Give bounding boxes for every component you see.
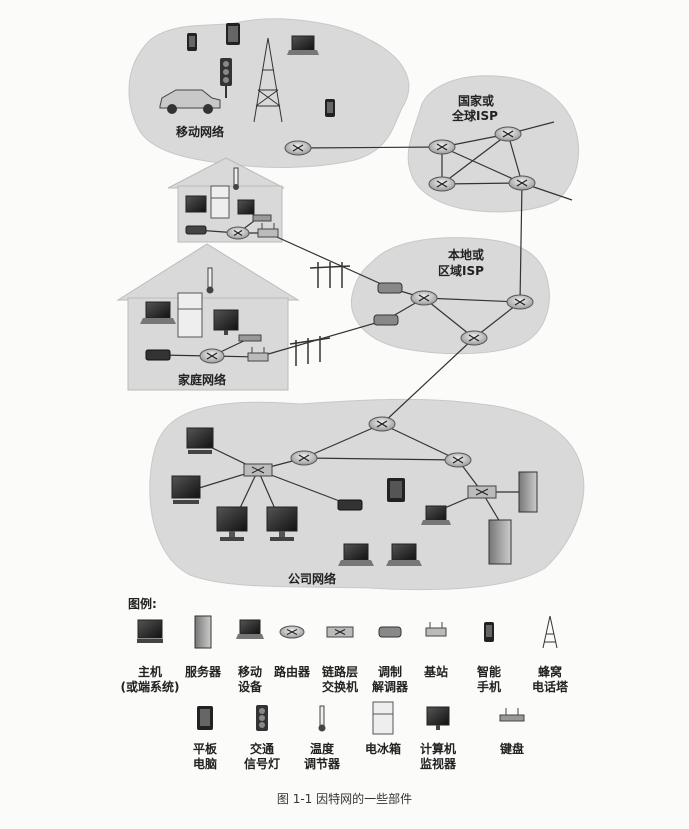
legend-label-tablet: 平板 电脑 bbox=[192, 742, 217, 771]
router-icon bbox=[428, 139, 456, 155]
legend-label-refrigerator: 电冰箱 bbox=[364, 742, 401, 756]
switch-icon bbox=[243, 463, 273, 477]
legend-label-host: 主机 (或端系统) bbox=[120, 665, 180, 694]
laptop-icon bbox=[421, 505, 451, 525]
keyboard-icon bbox=[238, 334, 262, 342]
car-icon bbox=[159, 89, 221, 114]
legend-title: 图例: bbox=[128, 597, 157, 611]
host-computer-icon bbox=[216, 506, 248, 541]
host-computer-icon bbox=[186, 427, 214, 454]
switch-icon bbox=[467, 485, 497, 499]
router-icon bbox=[290, 450, 318, 466]
keyboard-legend-icon bbox=[499, 708, 525, 722]
server-icon bbox=[488, 519, 512, 565]
mobile-network-label: 移动网络 bbox=[176, 125, 225, 139]
modem-icon bbox=[377, 282, 403, 294]
enterprise-network-label: 公司网络 bbox=[288, 572, 337, 586]
router-icon bbox=[444, 452, 472, 468]
router-icon bbox=[368, 416, 396, 432]
enterprise-network-cloud bbox=[149, 398, 585, 591]
smartphone-legend-icon bbox=[484, 622, 494, 642]
legend-label-mobile-device: 移动 设备 bbox=[237, 665, 262, 694]
modem-icon bbox=[337, 499, 363, 511]
smartphone-icon bbox=[187, 33, 197, 51]
router-icon bbox=[508, 175, 536, 191]
modem-icon bbox=[145, 349, 171, 361]
computer-monitor-legend-icon bbox=[426, 706, 450, 730]
legend-icons bbox=[137, 615, 558, 735]
legend-label-cell-tower: 蜂窝 电话塔 bbox=[531, 665, 568, 694]
routers bbox=[199, 126, 536, 468]
traffic-light-legend-icon bbox=[256, 705, 268, 731]
home-house-2 bbox=[116, 243, 300, 391]
computer-monitor-icon bbox=[237, 199, 255, 215]
legend-label-base-station: 基站 bbox=[423, 665, 448, 679]
base-station-icon bbox=[247, 347, 269, 362]
host-computer-icon bbox=[171, 475, 201, 504]
laptop-icon bbox=[386, 543, 422, 566]
router-icon bbox=[506, 294, 534, 310]
smartphone-icon bbox=[325, 99, 335, 117]
base-station-legend-icon bbox=[425, 622, 447, 637]
global-isp-label-line1: 国家或 bbox=[458, 94, 495, 108]
router-icon bbox=[460, 330, 488, 346]
router-icon bbox=[199, 348, 225, 364]
modem-icon bbox=[185, 225, 207, 235]
modem-icon bbox=[373, 314, 399, 326]
utility-poles-lower bbox=[289, 336, 331, 366]
figure-caption: 图 1-1 因特网的一些部件 bbox=[276, 792, 413, 806]
switch-legend-icon bbox=[326, 626, 354, 638]
laptop-icon bbox=[140, 301, 176, 324]
thermostat-icon bbox=[206, 267, 214, 294]
cell-tower-legend-icon bbox=[542, 615, 558, 649]
thermostat-icon bbox=[233, 167, 239, 190]
refrigerator-icon bbox=[210, 185, 230, 219]
mobile-device-legend-icon bbox=[236, 619, 264, 639]
legend-label-router: 路由器 bbox=[273, 665, 310, 679]
modem-legend-icon bbox=[378, 626, 402, 638]
keyboard-icon bbox=[252, 214, 272, 222]
legend-label-computer-monitor: 计算机 监视器 bbox=[419, 742, 456, 771]
host-computer-icon bbox=[266, 506, 298, 541]
server-legend-icon bbox=[194, 615, 212, 649]
legend-label-thermostat: 温度 调节器 bbox=[303, 742, 340, 771]
refrigerator-legend-icon bbox=[372, 701, 394, 735]
legend-label-switch: 链路层 交换机 bbox=[321, 665, 358, 694]
traffic-light-icon bbox=[220, 58, 232, 98]
router-icon bbox=[428, 176, 456, 192]
router-icon bbox=[226, 226, 250, 240]
laptop-icon bbox=[287, 35, 319, 55]
global-isp-label-line2: 全球ISP bbox=[452, 109, 498, 123]
legend-label-server: 服务器 bbox=[184, 665, 221, 679]
cell-tower-icon bbox=[253, 37, 283, 123]
home-network-label: 家庭网络 bbox=[178, 373, 227, 387]
base-station-icon bbox=[257, 223, 279, 238]
router-icon bbox=[410, 290, 438, 306]
tablet-icon bbox=[387, 478, 405, 502]
tablet-legend-icon bbox=[197, 706, 213, 730]
local-isp-cloud bbox=[350, 237, 550, 355]
legend-label-modem: 调制 解调器 bbox=[371, 665, 408, 694]
legend-label-smartphone: 智能 手机 bbox=[476, 665, 501, 694]
refrigerator-icon bbox=[177, 292, 203, 338]
legend-label-keyboard: 键盘 bbox=[499, 742, 524, 756]
computer-monitor-icon bbox=[213, 309, 239, 335]
router-icon bbox=[284, 140, 312, 156]
local-isp-label-line2: 区域ISP bbox=[438, 264, 484, 278]
local-isp-label-line1: 本地或 bbox=[448, 248, 485, 262]
host-computer-icon bbox=[185, 195, 207, 213]
tablet-icon bbox=[226, 23, 240, 45]
thermostat-legend-icon bbox=[318, 705, 326, 732]
laptop-icon bbox=[338, 543, 374, 566]
router-icon bbox=[494, 126, 522, 142]
legend-label-traffic-light: 交通 信号灯 bbox=[243, 742, 280, 771]
host-legend-icon bbox=[137, 619, 163, 643]
router-legend-icon bbox=[279, 625, 305, 639]
mobile-network-cloud bbox=[128, 18, 410, 168]
server-icon bbox=[518, 471, 538, 513]
utility-poles-upper bbox=[309, 262, 351, 288]
